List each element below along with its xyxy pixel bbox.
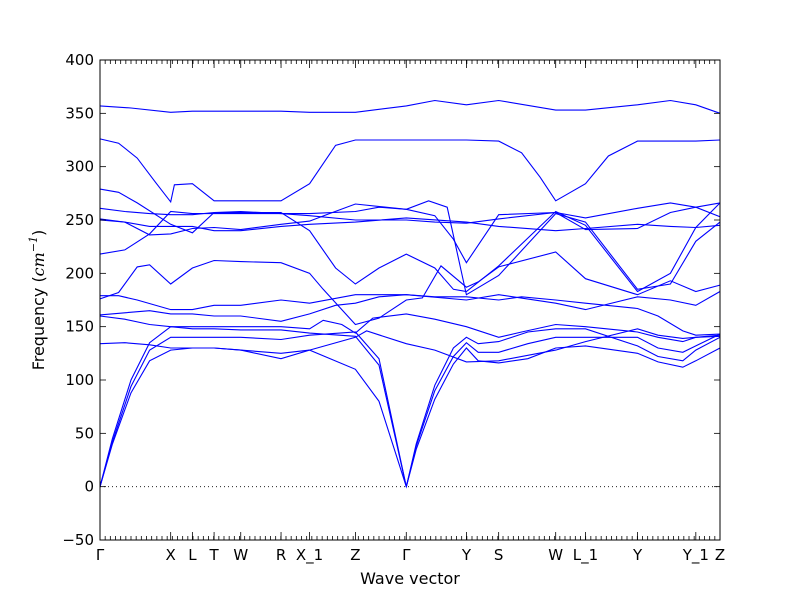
x-tick-label: X_1 — [296, 546, 323, 565]
y-tick-label: −50 — [62, 531, 94, 549]
band-line-14 — [99, 331, 721, 487]
band-line-5 — [99, 202, 721, 224]
x-tick-label: Z — [350, 546, 360, 564]
y-axis-label: Frequency (cm−1) — [27, 230, 48, 371]
y-tick-labels: −50 0 50 100 150 200 250 300 350 400 — [62, 51, 94, 549]
band-line-1 — [99, 99, 721, 114]
x-tick-label: L — [188, 546, 197, 564]
band-line-2 — [99, 138, 721, 204]
x-tick-label: Y_1 — [682, 546, 709, 565]
y-tick-label: 0 — [84, 478, 94, 496]
band-line-11 — [99, 328, 721, 363]
x-tick-label: L_1 — [573, 546, 598, 565]
x-tick-label: W — [233, 546, 248, 564]
x-tick-label: T — [208, 546, 219, 564]
y-tick-label: 250 — [65, 211, 94, 229]
y-tick-label: 300 — [65, 158, 94, 176]
band-lines — [99, 99, 721, 489]
band-line-8 — [100, 291, 721, 311]
x-tick-label: Γ — [96, 546, 105, 564]
y-tick-label: 200 — [65, 264, 94, 282]
x-tick-label: S — [494, 546, 504, 564]
plot-frame — [99, 59, 721, 541]
axis-ticks — [99, 59, 721, 541]
band-line-12 — [99, 326, 721, 487]
x-tick-label: W — [548, 546, 563, 564]
band-line-7 — [99, 251, 721, 326]
band-line-6 — [99, 200, 721, 296]
band-line-13 — [99, 345, 721, 489]
x-tick-labels: Γ X L T W R X_1 Z Γ Y S W L_1 Y Y_1 Z — [96, 546, 725, 565]
x-tick-label: Y — [632, 546, 643, 564]
y-tick-label: 50 — [75, 424, 94, 442]
y-tick-label: 150 — [65, 318, 94, 336]
band-line-15 — [99, 217, 721, 232]
x-tick-label: Z — [715, 546, 725, 564]
y-tick-label: 100 — [65, 371, 94, 389]
x-axis-label: Wave vector — [360, 569, 460, 588]
band-line-9 — [99, 294, 721, 336]
x-tick-label: X — [166, 546, 176, 564]
y-tick-label: 350 — [65, 104, 94, 122]
y-tick-label: 400 — [65, 51, 94, 69]
band-line-10 — [99, 313, 721, 343]
x-tick-label: Y — [461, 546, 472, 564]
x-tick-label: Γ — [402, 546, 411, 564]
x-tick-label: R — [276, 546, 286, 564]
